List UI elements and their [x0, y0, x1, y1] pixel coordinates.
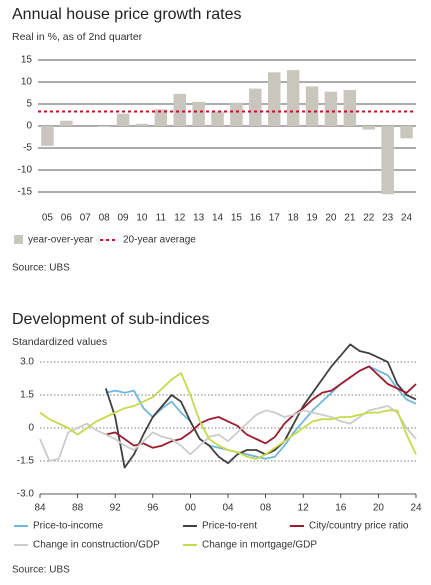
bar: [305, 86, 319, 126]
x-tick-label: 20: [373, 503, 385, 514]
x-tick-label: 15: [231, 213, 243, 224]
chart-title: Annual house price growth rates: [12, 6, 241, 23]
series-line: [39, 405, 417, 462]
series-line: [105, 365, 417, 449]
legend-label: Change in mortgage/GDP: [202, 540, 317, 551]
x-tick-label: 18: [288, 213, 300, 224]
x-tick-label: 24: [410, 503, 422, 514]
x-tick-label: 08: [260, 503, 272, 514]
bar: [230, 102, 243, 126]
x-tick-label: 84: [34, 503, 46, 514]
bar: [211, 111, 224, 126]
x-tick-label: 12: [298, 503, 310, 514]
x-tick-label: 14: [212, 213, 224, 224]
chart-subtitle: Real in %, as of 2nd quarter: [12, 31, 143, 43]
x-tick-label: 16: [250, 213, 262, 224]
bar: [362, 126, 375, 130]
legend-label: Price-to-income: [33, 521, 103, 532]
x-tick-label: 96: [147, 503, 159, 514]
chart-subtitle: Standardized values: [12, 336, 107, 348]
x-tick-label: 11: [156, 213, 167, 224]
series-line: [39, 372, 417, 460]
x-tick-label: 20: [325, 213, 337, 224]
y-tick-label: 10: [21, 77, 33, 88]
bar: [249, 88, 262, 126]
x-tick-label: 07: [80, 213, 92, 224]
bar: [154, 109, 168, 126]
chart-title: Development of sub-indices: [12, 311, 209, 328]
x-tick-label: 00: [185, 503, 197, 514]
y-tick-label: -5: [23, 143, 32, 154]
bar: [343, 89, 357, 126]
x-tick-label: 12: [174, 213, 186, 224]
x-tick-label: 06: [61, 213, 73, 224]
x-tick-label: 10: [136, 213, 148, 224]
bar: [97, 126, 111, 127]
bar: [135, 123, 149, 126]
x-tick-label: 23: [382, 213, 394, 224]
legend-label: year-over-year: [28, 235, 94, 246]
legend-label: 20-year average: [123, 235, 196, 246]
legend-label: City/country price ratio: [309, 521, 409, 532]
y-tick-label: -15: [18, 187, 33, 198]
y-tick-label: -3.0: [17, 489, 35, 500]
y-tick-label: 15: [21, 55, 33, 66]
x-tick-label: 09: [117, 213, 129, 224]
y-tick-label: 3.0: [20, 357, 34, 368]
y-tick-label: 0: [26, 121, 32, 132]
bar: [400, 126, 413, 139]
x-tick-label: 16: [335, 503, 347, 514]
bar: [60, 120, 73, 126]
y-tick-label: 1.5: [20, 390, 34, 401]
x-tick-label: 88: [72, 503, 84, 514]
x-tick-label: 13: [193, 213, 205, 224]
bar: [116, 113, 130, 126]
x-tick-label: 24: [401, 213, 413, 224]
bar: [41, 126, 54, 146]
y-tick-label: -10: [18, 165, 33, 176]
y-tick-label: 5: [26, 99, 32, 110]
legend-label: Price-to-rent: [202, 521, 257, 532]
series-line: [104, 343, 417, 469]
bar: [286, 70, 300, 126]
source: Source: UBS: [12, 263, 70, 274]
legend-swatch: [14, 235, 23, 244]
bar: [268, 72, 281, 126]
source: Source: UBS: [12, 565, 70, 576]
x-tick-label: 92: [110, 503, 122, 514]
y-tick-label: -1.5: [17, 456, 35, 467]
x-tick-label: 08: [99, 213, 111, 224]
x-tick-label: 04: [222, 503, 234, 514]
bar: [381, 126, 394, 195]
x-tick-label: 22: [363, 213, 375, 224]
x-tick-label: 17: [269, 213, 281, 224]
bar: [192, 101, 205, 126]
y-tick-label: 0: [28, 423, 34, 434]
bar: [173, 93, 186, 126]
bar: [324, 91, 338, 126]
legend-label: Change in construction/GDP: [33, 540, 160, 551]
x-tick-label: 05: [42, 213, 54, 224]
x-tick-label: 19: [306, 213, 318, 224]
x-tick-label: 21: [344, 213, 356, 224]
